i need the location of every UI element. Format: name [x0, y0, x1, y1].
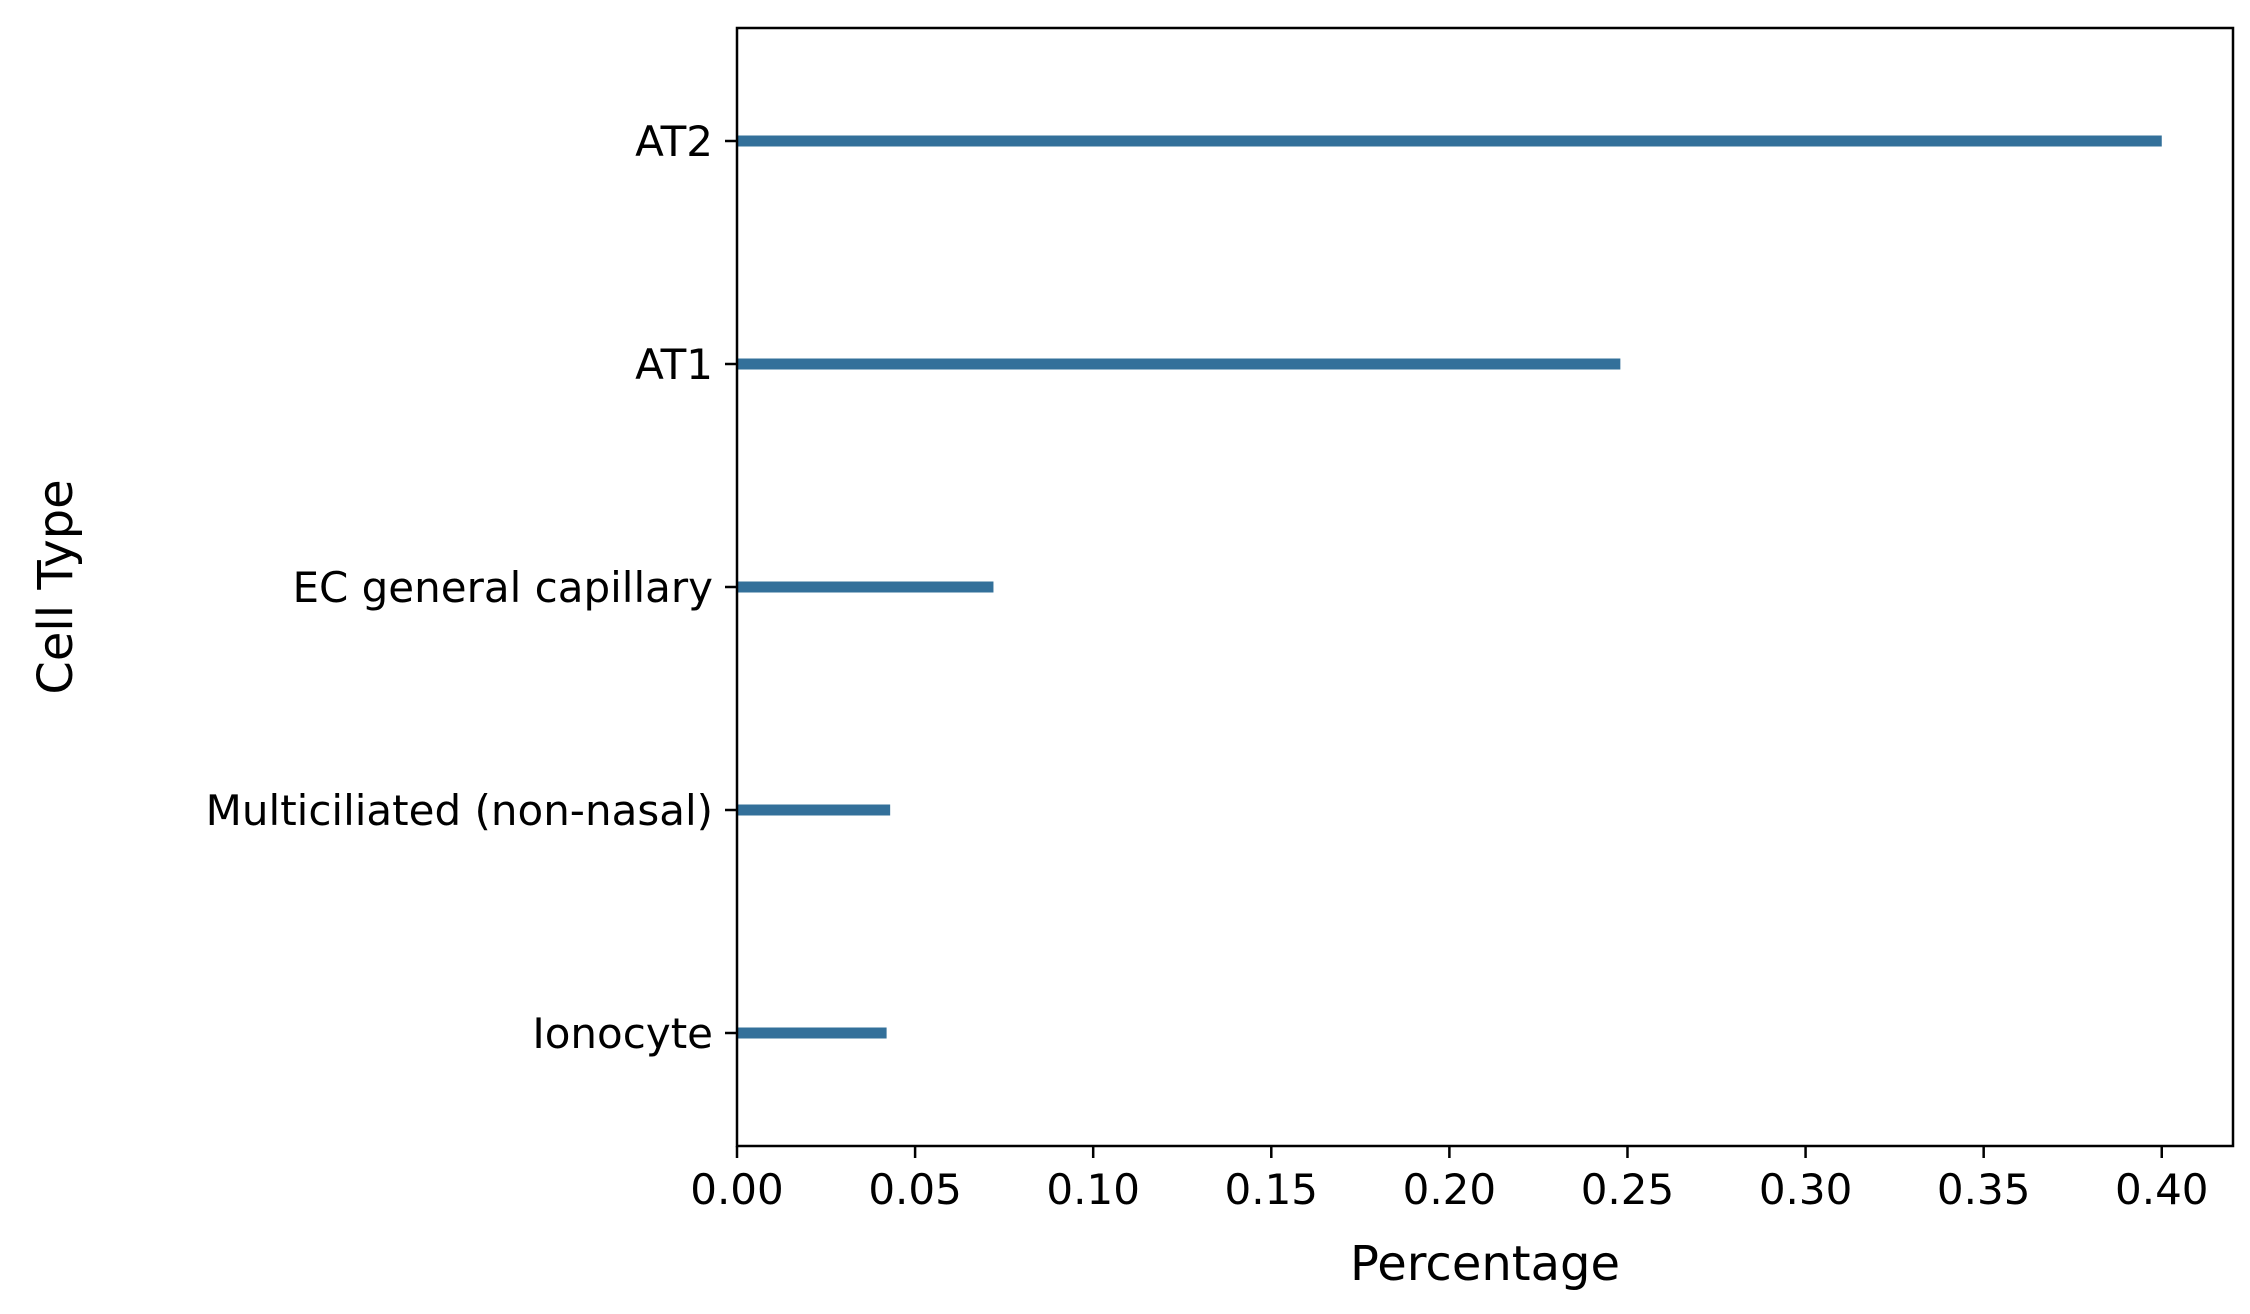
x-axis-label: Percentage [1350, 1236, 1620, 1292]
plot-frame [735, 26, 2235, 1148]
x-tick-label: 0.20 [1403, 1165, 1497, 1214]
bar-ionocyte [737, 1027, 887, 1039]
bar-ec-general-capillary [737, 581, 994, 593]
x-tick-label: 0.30 [1759, 1165, 1853, 1214]
y-axis-label: Cell Type [28, 479, 84, 694]
bar-at1 [737, 358, 1621, 370]
bar-multiciliated-non-nasal [737, 804, 891, 816]
y-tick-label: Multiciliated (non-nasal) [206, 786, 713, 835]
y-tick-label: EC general capillary [292, 563, 713, 612]
x-ticks-group: 0.00 0.05 0.10 0.15 0.20 0.25 0.30 0.35 0.40 [690, 1146, 2209, 1214]
y-tick-label: AT1 [635, 340, 713, 389]
x-tick-label: 0.15 [1225, 1165, 1319, 1214]
x-tick-label: 0.00 [690, 1165, 784, 1214]
x-tick-label: 0.35 [1937, 1165, 2031, 1214]
x-tick-label: 0.40 [2115, 1165, 2209, 1214]
x-tick-label: 0.05 [868, 1165, 962, 1214]
bars-group [737, 135, 2162, 1039]
x-tick-label: 0.25 [1581, 1165, 1675, 1214]
y-tick-label: Ionocyte [532, 1009, 713, 1058]
bar-at2 [737, 135, 2162, 147]
x-tick-label: 0.10 [1046, 1165, 1140, 1214]
y-tick-label: AT2 [635, 117, 713, 166]
y-ticks-group: AT2 AT1 EC general capillary Multiciliated … [206, 117, 737, 1058]
